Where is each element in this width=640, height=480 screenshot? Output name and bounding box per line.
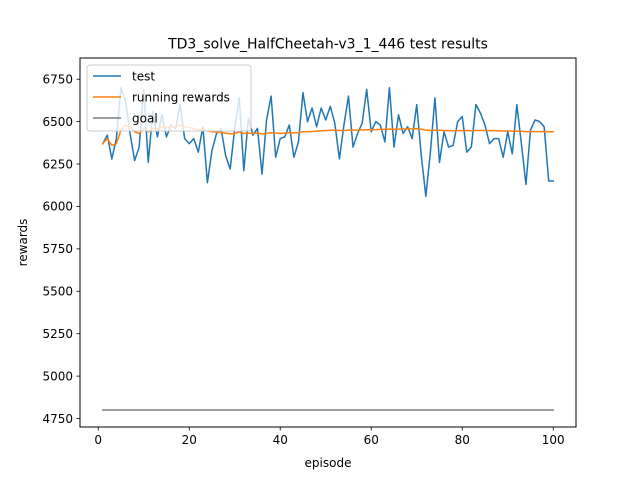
legend-label-goal: goal — [132, 112, 158, 126]
tick-layer: 0 20 40 60 80 100 4750 5000 5250 5500 5750 6000 6250… — [42, 73, 564, 447]
x-tick-label: 60 — [364, 433, 379, 447]
y-tick-label: 5750 — [42, 242, 73, 256]
x-tick-label: 40 — [273, 433, 288, 447]
y-tick-label: 6250 — [42, 157, 73, 171]
legend-box — [86, 64, 252, 132]
x-axis-label: episode — [305, 456, 352, 470]
legend-label-test: test — [132, 70, 155, 84]
y-axis-label: rewards — [16, 219, 30, 267]
y-tick-label: 5000 — [42, 369, 73, 383]
x-tick-label: 80 — [455, 433, 470, 447]
y-tick-label: 5500 — [42, 285, 73, 299]
x-tick-label: 0 — [94, 433, 102, 447]
y-tick-label: 4750 — [42, 412, 73, 426]
x-tick-label: 100 — [542, 433, 565, 447]
y-tick-label: 6500 — [42, 115, 73, 129]
y-tick-label: 6750 — [42, 73, 73, 87]
chart-title: TD3_solve_HalfCheetah-v3_1_446 test resu… — [167, 37, 488, 53]
y-tick-label: 5250 — [42, 327, 73, 341]
legend: test running rewards goal — [86, 64, 252, 132]
plot-frame — [79, 57, 577, 428]
x-tick-label: 20 — [182, 433, 197, 447]
legend-label-running-rewards: running rewards — [132, 91, 230, 105]
y-tick-label: 6000 — [42, 200, 73, 214]
